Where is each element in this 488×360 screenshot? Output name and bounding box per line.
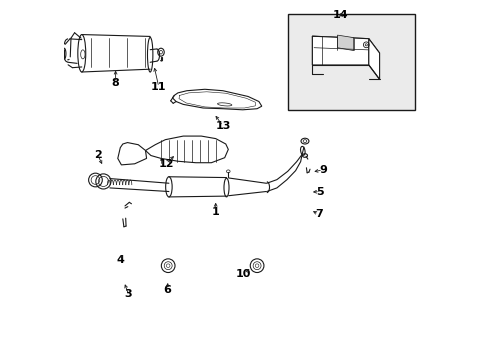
Polygon shape (172, 89, 261, 110)
Text: 4: 4 (116, 255, 124, 265)
Polygon shape (368, 39, 379, 80)
Polygon shape (118, 143, 146, 165)
Text: 14: 14 (332, 10, 348, 20)
Text: 3: 3 (124, 289, 132, 300)
Text: 9: 9 (318, 165, 326, 175)
Text: 2: 2 (94, 150, 102, 160)
Text: 6: 6 (163, 285, 171, 295)
Polygon shape (312, 36, 368, 65)
Text: 11: 11 (151, 82, 166, 92)
Text: 8: 8 (112, 78, 119, 88)
Polygon shape (337, 35, 353, 51)
Text: 10: 10 (236, 269, 251, 279)
Text: 12: 12 (158, 159, 173, 169)
Polygon shape (145, 136, 228, 163)
Text: 7: 7 (314, 209, 322, 219)
Text: 1: 1 (211, 207, 219, 217)
Text: 13: 13 (215, 121, 230, 131)
Polygon shape (312, 36, 379, 53)
Bar (287, 14, 415, 110)
Text: 5: 5 (316, 186, 323, 197)
